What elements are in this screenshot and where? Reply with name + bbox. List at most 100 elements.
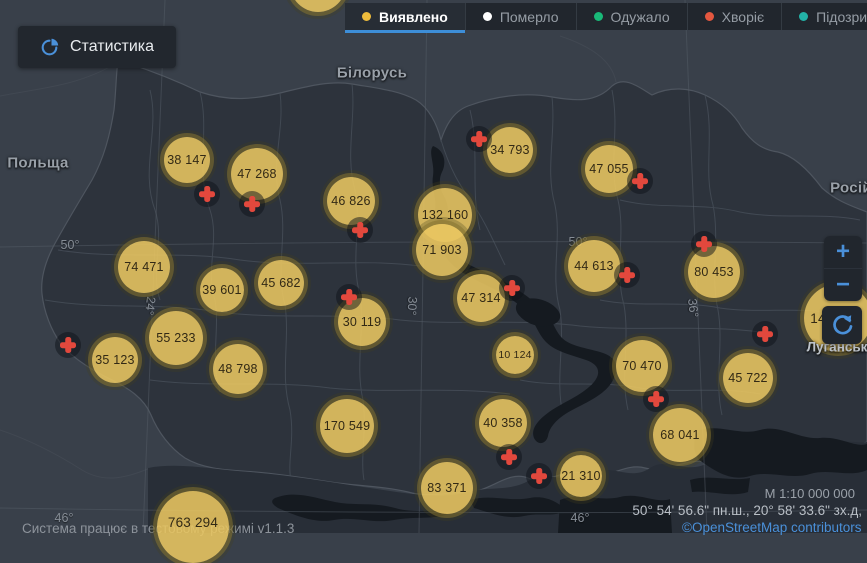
- case-count: 10 124: [498, 349, 532, 361]
- case-count: 170 549: [323, 419, 371, 433]
- case-marker[interactable]: 10 124: [496, 336, 534, 374]
- case-count: 55 233: [156, 331, 196, 345]
- hospital-marker[interactable]: [239, 191, 265, 217]
- case-marker[interactable]: 39 601: [200, 268, 244, 312]
- case-count: 44 613: [574, 259, 614, 273]
- case-marker[interactable]: 80 453: [688, 246, 740, 298]
- red-cross-icon: [696, 241, 712, 247]
- red-cross-icon: [501, 454, 517, 460]
- statistics-button[interactable]: Статистика: [18, 26, 176, 68]
- foreign-borders: [0, 35, 617, 479]
- map-scale: М 1:10 000 000: [764, 486, 855, 501]
- red-cross-icon: [757, 331, 773, 337]
- zoom-controls: + −: [824, 236, 862, 301]
- hospital-marker[interactable]: [643, 386, 669, 412]
- legend-dot: [704, 12, 714, 21]
- case-marker[interactable]: 34 793: [487, 127, 533, 173]
- refresh-icon: [833, 315, 853, 335]
- case-count: 21 310: [561, 469, 601, 483]
- tab-одужало[interactable]: Одужало: [575, 3, 687, 30]
- case-count: 47 268: [237, 167, 277, 181]
- red-cross-icon: [504, 285, 520, 291]
- country-label-польща: Польща: [7, 154, 69, 172]
- hospital-marker[interactable]: [627, 168, 653, 194]
- red-cross-icon: [60, 342, 76, 348]
- case-count: 70 470: [622, 359, 662, 373]
- refresh-button[interactable]: [822, 306, 862, 344]
- tab-виявлено[interactable]: Виявлено: [345, 3, 465, 33]
- case-count: 46 826: [331, 194, 371, 208]
- red-cross-icon: [341, 294, 357, 300]
- country-label-білорусь: Білорусь: [336, 64, 408, 82]
- case-marker[interactable]: 55 233: [149, 311, 203, 365]
- case-marker[interactable]: 40 358: [479, 399, 527, 447]
- hospital-marker[interactable]: [55, 332, 81, 358]
- graticule-label: 24°: [141, 295, 159, 317]
- case-marker[interactable]: 35 123: [92, 337, 138, 383]
- hospital-marker[interactable]: [466, 126, 492, 152]
- tab-підозри[interactable]: Підозри: [781, 3, 867, 30]
- hospital-marker[interactable]: [496, 444, 522, 470]
- legend-dot: [482, 12, 492, 21]
- case-count: 45 682: [261, 276, 301, 290]
- zoom-in-button[interactable]: +: [824, 236, 862, 268]
- statistics-button-label: Статистика: [69, 38, 155, 55]
- case-count: 83 371: [427, 481, 467, 495]
- tab-label: Одужало: [610, 8, 670, 25]
- case-count: 38 147: [167, 153, 207, 167]
- legend-dot: [362, 12, 371, 21]
- graticule-label: 46°: [54, 511, 74, 525]
- tab-померло[interactable]: Померло: [464, 3, 576, 30]
- hospital-marker[interactable]: [499, 275, 525, 301]
- tab-label: Хворіє: [721, 8, 765, 25]
- case-marker[interactable]: 71 903: [416, 224, 468, 276]
- case-marker[interactable]: 45 722: [723, 353, 773, 403]
- red-cross-icon: [619, 272, 635, 278]
- case-count: 68 041: [660, 428, 700, 442]
- tab-хворіє[interactable]: Хворіє: [686, 3, 781, 30]
- case-count: 34 793: [490, 143, 530, 157]
- case-count: 132 160: [421, 208, 469, 222]
- hospital-marker[interactable]: [752, 321, 778, 347]
- cursor-coordinates: 50° 54' 56.6" пн.ш., 20° 58' 33.6" зх.д,: [632, 503, 862, 518]
- graticule-label: 46°: [570, 511, 590, 525]
- hospital-marker[interactable]: [526, 463, 552, 489]
- zoom-out-button[interactable]: −: [824, 268, 862, 301]
- case-count: 45 722: [728, 371, 768, 385]
- case-count: 47 314: [461, 291, 501, 305]
- hospital-marker[interactable]: [691, 231, 717, 257]
- case-marker[interactable]: 47 314: [457, 274, 505, 322]
- case-marker[interactable]: 45 682: [258, 260, 304, 306]
- case-marker[interactable]: 21 310: [560, 455, 602, 497]
- tab-label: Померло: [499, 8, 559, 25]
- legend-dot: [799, 12, 809, 21]
- hospital-marker[interactable]: [336, 284, 362, 310]
- hospital-marker[interactable]: [614, 262, 640, 288]
- case-marker[interactable]: 68 041: [653, 408, 707, 462]
- graticule-label: 36°: [685, 297, 701, 319]
- case-count: 74 471: [124, 260, 164, 274]
- case-marker[interactable]: 83 371: [421, 462, 473, 514]
- case-marker[interactable]: 70 470: [616, 340, 668, 392]
- case-marker[interactable]: 47 055: [585, 145, 633, 193]
- case-marker[interactable]: 44 613: [568, 240, 620, 292]
- case-marker[interactable]: 74 471: [118, 241, 170, 293]
- case-count: 40 358: [483, 416, 523, 430]
- red-cross-icon: [244, 201, 260, 207]
- case-count: 71 903: [422, 243, 462, 257]
- hospital-marker[interactable]: [194, 181, 220, 207]
- case-count: 39 601: [202, 283, 242, 297]
- pie-chart-icon: [41, 38, 59, 56]
- case-marker[interactable]: 170 549: [320, 399, 374, 453]
- graticule-label: 50°: [60, 238, 80, 252]
- osm-attribution-link[interactable]: ©OpenStreetMap contributors: [682, 520, 862, 535]
- case-marker[interactable]: 46 826: [327, 177, 375, 225]
- tab-label: Виявлено: [379, 8, 448, 25]
- case-marker[interactable]: 38 147: [164, 137, 210, 183]
- case-count: 47 055: [589, 162, 629, 176]
- hospital-marker[interactable]: [347, 217, 373, 243]
- case-marker[interactable]: 48 798: [213, 344, 263, 394]
- case-marker[interactable]: 763 294: [157, 491, 229, 563]
- country-label-росій: Росій: [830, 179, 867, 197]
